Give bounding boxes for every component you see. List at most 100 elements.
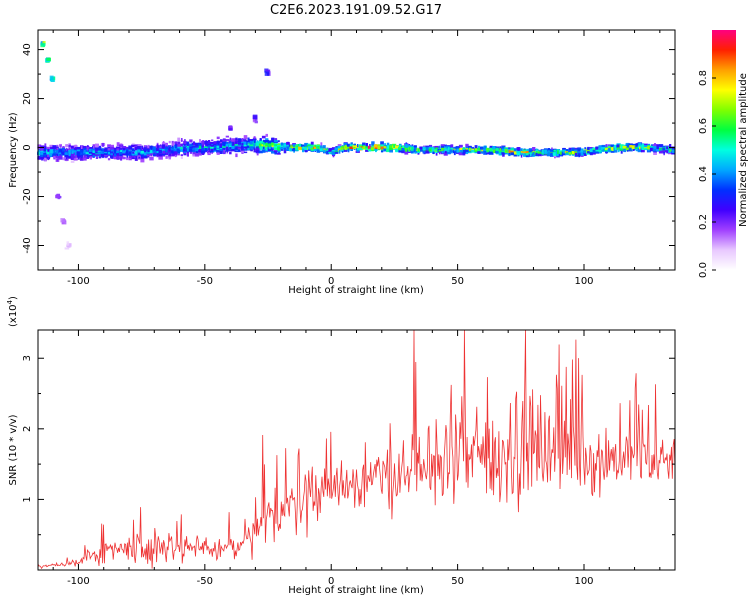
spectrogram-cell bbox=[56, 154, 59, 157]
spectrogram-cell bbox=[653, 146, 657, 150]
spectrogram-streak bbox=[228, 127, 233, 131]
spectrogram-cell bbox=[202, 142, 204, 146]
spectrogram-cell bbox=[326, 147, 329, 150]
spectrogram-cell bbox=[137, 147, 142, 150]
spectrogram-cell bbox=[180, 149, 184, 152]
y-tick-label: 2 bbox=[22, 426, 33, 432]
spectrogram-cell bbox=[444, 146, 448, 149]
spectrogram-cell bbox=[549, 148, 554, 153]
spectrogram-cell bbox=[568, 148, 573, 153]
x-tick-label: 100 bbox=[574, 276, 593, 287]
spectrogram-cell bbox=[550, 153, 554, 157]
spectrogram-cell bbox=[168, 153, 171, 156]
spectrogram-cell bbox=[381, 150, 384, 153]
spectrogram-cell bbox=[484, 145, 487, 149]
spectrogram-cell bbox=[350, 142, 353, 145]
spectrogram-cell bbox=[559, 151, 563, 155]
spectrogram-cell bbox=[271, 148, 274, 153]
spectrogram-cell bbox=[107, 158, 111, 161]
spectrogram-cell bbox=[572, 154, 575, 156]
spectrogram-cell bbox=[255, 142, 260, 146]
spectrogram-cell bbox=[265, 142, 269, 147]
spectrogram-cell bbox=[629, 147, 633, 151]
spectrogram-cell bbox=[210, 148, 214, 151]
spectrogram-cell bbox=[229, 147, 232, 150]
spectrogram-cell bbox=[128, 154, 132, 158]
spectrogram-cell bbox=[73, 150, 78, 153]
spectrogram-cell bbox=[525, 154, 530, 158]
spectrogram-cell bbox=[314, 145, 317, 148]
spectrogram-cell bbox=[383, 146, 387, 149]
spectrogram-cell bbox=[425, 147, 430, 151]
spectrogram-cell bbox=[110, 149, 114, 152]
spectrogram-cell bbox=[508, 149, 511, 153]
spectrogram-cell bbox=[174, 145, 177, 149]
spectrogram-streak bbox=[252, 114, 258, 119]
spectrogram-streak bbox=[40, 43, 46, 46]
spectrogram-cell bbox=[194, 152, 200, 156]
spectrogram-cell bbox=[408, 149, 411, 152]
spectrogram-cell bbox=[183, 149, 187, 152]
spectrogram-cell bbox=[502, 148, 505, 152]
spectrogram-cell bbox=[53, 157, 56, 160]
spectrogram-cell bbox=[526, 152, 530, 156]
spectrogram-cell bbox=[140, 148, 145, 152]
spectrogram-cell bbox=[201, 145, 205, 148]
spectrogram-cell bbox=[262, 146, 265, 149]
spectrogram-cell bbox=[38, 151, 41, 156]
spectrogram-cell bbox=[50, 149, 53, 153]
spectrogram-cell bbox=[450, 144, 454, 149]
spectrogram-cell bbox=[119, 152, 124, 156]
spectrogram-cell bbox=[86, 147, 89, 149]
spectrogram-cell bbox=[660, 149, 662, 152]
spectrogram-cell bbox=[114, 148, 116, 152]
spectrogram-cell bbox=[110, 144, 114, 149]
spectrogram-cell bbox=[483, 149, 488, 153]
spectrogram-streak bbox=[55, 195, 60, 199]
spectrogram-cell bbox=[174, 141, 178, 144]
spectrogram-cell bbox=[413, 145, 417, 150]
spectrogram-cell bbox=[657, 146, 659, 149]
spectrogram-cell bbox=[97, 151, 102, 154]
spectrogram-cell bbox=[349, 146, 354, 149]
spectrogram-cell bbox=[265, 138, 269, 141]
spectrogram-cell bbox=[102, 156, 104, 159]
spectrogram-cell bbox=[95, 148, 99, 153]
spectrogram-cell bbox=[641, 146, 645, 150]
spectrogram-cell bbox=[291, 148, 297, 152]
spectrogram-cell bbox=[589, 147, 594, 149]
colorbar-tick-label: 0.8 bbox=[698, 70, 709, 86]
spectrogram-cell bbox=[140, 158, 145, 163]
spectrogram-cell bbox=[656, 144, 660, 147]
spectrogram-cell bbox=[198, 152, 202, 155]
spectrogram-cell bbox=[608, 148, 611, 151]
spectrogram-cell bbox=[192, 147, 196, 150]
spectrogram-cell bbox=[489, 145, 493, 149]
spectrogram-cell bbox=[280, 147, 284, 150]
spectrogram-cell bbox=[116, 148, 120, 151]
spectrogram-cell bbox=[398, 149, 403, 153]
spectrogram-cell bbox=[47, 149, 50, 152]
spectrogram-cell bbox=[532, 151, 535, 155]
spectrogram-cell bbox=[52, 154, 57, 156]
spectrogram-cell bbox=[89, 156, 92, 160]
spectrogram-cell bbox=[186, 147, 189, 152]
spectrogram-cell bbox=[541, 149, 544, 154]
spectrogram-cell bbox=[489, 147, 493, 152]
spectrogram-cell bbox=[620, 150, 623, 154]
spectrogram-cell bbox=[168, 148, 171, 152]
spectrogram-cell bbox=[268, 145, 271, 150]
spectrogram-cell bbox=[113, 155, 117, 159]
snr-x-axis-label: Height of straight line (km) bbox=[288, 585, 424, 596]
spectrogram-cell bbox=[373, 144, 379, 149]
spectrogram-cell bbox=[462, 149, 466, 153]
spectrogram-cell bbox=[211, 145, 214, 150]
spectrogram-cell bbox=[307, 144, 312, 147]
spectrogram-cell bbox=[605, 152, 608, 154]
spectrogram-cell bbox=[316, 149, 321, 153]
spectrogram-cell bbox=[68, 155, 71, 159]
colorbar-tick-label: 0.0 bbox=[698, 262, 709, 278]
spectrogram-cell bbox=[471, 149, 475, 152]
spectrogram-cell bbox=[453, 146, 456, 150]
spectrogram-cell bbox=[128, 145, 133, 150]
